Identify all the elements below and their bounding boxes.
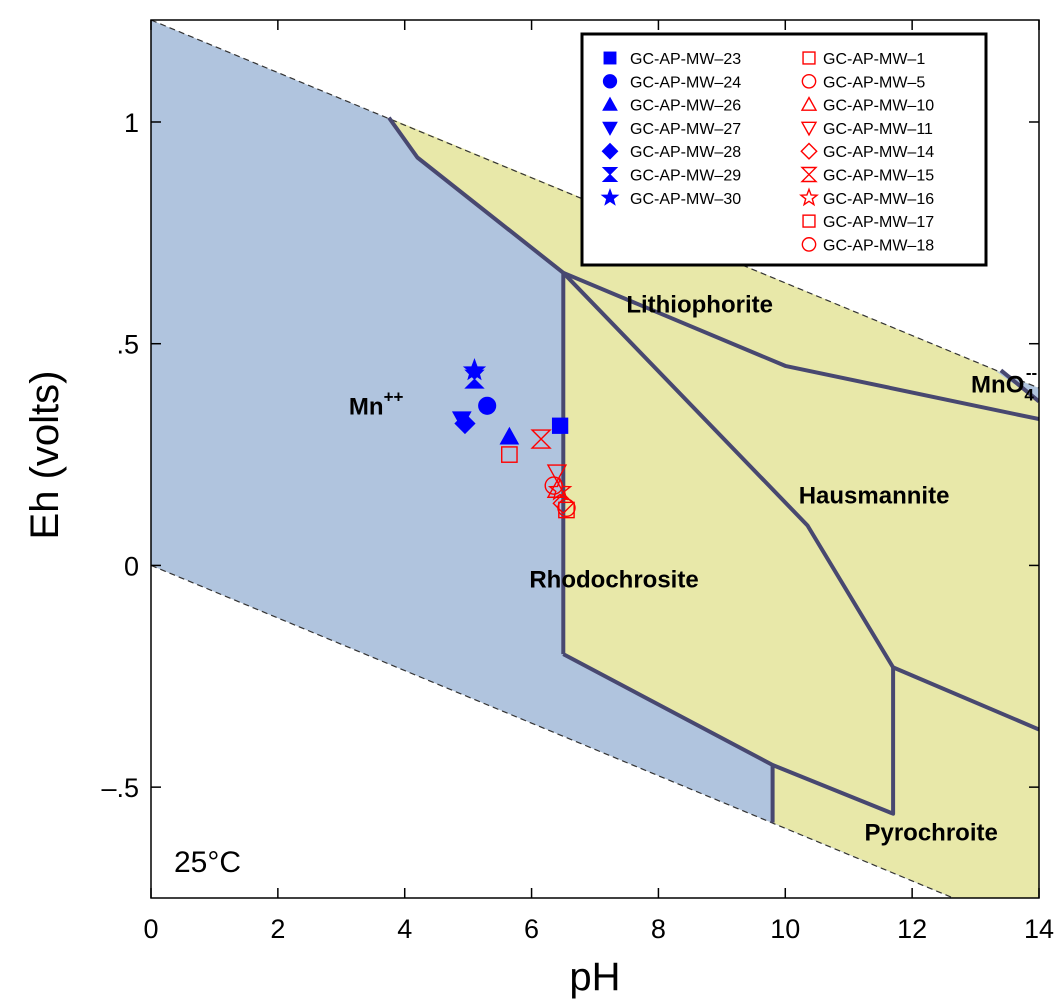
legend-label: GC-AP-MW–24 <box>630 74 741 91</box>
legend-label: GC-AP-MW–18 <box>823 237 934 254</box>
phase-boundary <box>387 116 565 275</box>
x-axis-ticks: 0 2 4 6 8 10 12 14 <box>143 20 1054 944</box>
y-axis-title: Eh (volts) <box>23 371 67 540</box>
y-tick-label: .5 <box>116 330 139 360</box>
legend-marker <box>801 237 817 252</box>
region-labels: Mn++ MnO4-- Lithiophorite Hausmannite Rhodoc… <box>349 292 1037 847</box>
legend-box <box>580 32 988 267</box>
legend-label: GC-AP-MW–26 <box>630 98 741 115</box>
region-label: Mn++ <box>349 388 404 421</box>
legend-marker <box>800 142 818 160</box>
phase-boundary <box>892 665 1039 732</box>
y-tick-label: 1 <box>124 108 139 138</box>
legend-label: GC-AP-MW–11 <box>823 121 933 138</box>
legend-marker <box>602 121 618 136</box>
data-point <box>478 396 497 415</box>
mineral-field <box>388 117 1039 898</box>
y-axis-ticks: –.5 0 .5 1 <box>101 108 1039 803</box>
phase-boundaries <box>387 116 1039 823</box>
legend-label: GC-AP-MW–28 <box>630 144 741 161</box>
region-label: Lithiophorite <box>626 292 773 319</box>
legend-marker <box>800 96 818 111</box>
data-point <box>547 477 573 501</box>
data-point <box>499 426 520 445</box>
x-axis-title: pH <box>569 955 620 999</box>
legend-label: GC-AP-MW–16 <box>823 191 934 208</box>
x-tick-label: 8 <box>651 914 666 944</box>
region-label: MnO4-- <box>971 363 1037 404</box>
legend-label: GC-AP-MW–5 <box>823 74 925 91</box>
y-tick-label: –.5 <box>101 773 139 803</box>
x-tick-label: 2 <box>270 914 285 944</box>
data-point <box>501 446 518 463</box>
legend-label: GC-AP-MW–1 <box>823 51 925 68</box>
lower-water-line <box>151 564 955 898</box>
region-label: Pyrochroite <box>864 819 997 846</box>
temperature-label: 25°C <box>174 846 241 879</box>
axes: 0 2 4 6 8 10 12 14 –.5 0 .5 1 pH Eh (volts) 25°C <box>23 19 1054 999</box>
legend-marker <box>603 51 617 65</box>
legend-marker <box>801 73 817 89</box>
x-tick-label: 6 <box>524 914 539 944</box>
legend-marker <box>602 74 618 89</box>
legend-marker <box>802 51 816 65</box>
legend-marker <box>799 187 819 207</box>
data-point <box>557 498 576 518</box>
data-point <box>530 429 552 449</box>
legend-label: GC-AP-MW–27 <box>630 121 741 138</box>
legend-marker <box>800 166 818 183</box>
x-tick-label: 12 <box>897 914 927 944</box>
plot-frame <box>150 19 1040 899</box>
x-tick-label: 10 <box>770 914 800 944</box>
phase-boundary <box>561 271 895 669</box>
legend-label: GC-AP-MW–30 <box>630 191 741 208</box>
legend-marker <box>601 167 619 182</box>
region-label: Rhodochrosite <box>529 567 698 594</box>
phase-boundary <box>999 368 1039 403</box>
legend-label: GC-AP-MW–10 <box>823 98 934 115</box>
data-point <box>551 417 569 434</box>
legend-marker <box>802 214 816 228</box>
y-tick-label: 0 <box>124 551 139 581</box>
x-tick-label: 14 <box>1024 914 1054 944</box>
legend: GC-AP-MW–23 GC-AP-MW–24 GC-AP-MW–26 GC-AP-M… <box>580 32 988 267</box>
data-points <box>451 358 576 519</box>
legend-label: GC-AP-MW–23 <box>630 51 741 68</box>
legend-marker <box>600 187 620 206</box>
legend-label: GC-AP-MW–14 <box>823 144 934 161</box>
legend-label: GC-AP-MW–15 <box>823 168 934 185</box>
legend-marker <box>601 142 619 160</box>
data-point <box>454 412 476 435</box>
legend-marker <box>602 96 618 111</box>
phase-boundary <box>562 270 1039 422</box>
x-tick-label: 0 <box>143 914 158 944</box>
legend-label: GC-AP-MW–17 <box>823 214 934 231</box>
data-point <box>546 464 568 483</box>
legend-label: GC-AP-MW–29 <box>630 168 741 185</box>
legend-marker <box>800 121 818 137</box>
x-tick-label: 4 <box>397 914 412 944</box>
region-label: Hausmannite <box>799 482 950 509</box>
data-point <box>462 358 487 381</box>
phase-boundary <box>562 652 896 816</box>
